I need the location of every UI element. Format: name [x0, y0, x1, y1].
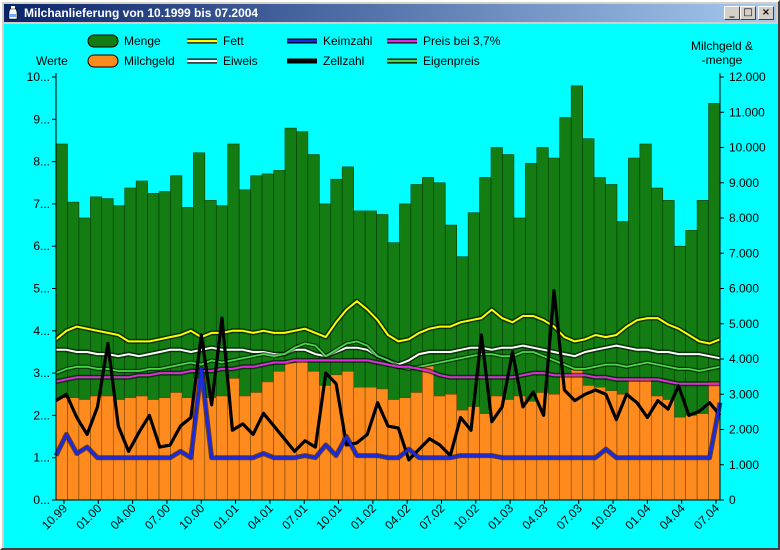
right-tick-label: 8.000: [729, 211, 759, 225]
milchgeld-bar: [639, 378, 652, 501]
right-tick-label: 11.000: [729, 105, 765, 119]
legend: Menge Fett Keimzahl Preis bei 3,7% Milchgeld…: [87, 34, 501, 68]
legend-swatch: [87, 54, 119, 68]
left-tick-label: 10...: [27, 70, 50, 84]
milchgeld-bar: [238, 395, 251, 501]
legend-label: Keimzahl: [323, 34, 372, 48]
right-axis-label: Milchgeld &: [691, 39, 753, 53]
milchgeld-bar: [570, 369, 583, 501]
right-tick-label: 10.000: [729, 141, 766, 155]
milchgeld-bar: [502, 399, 515, 501]
milchgeld-bar: [387, 399, 400, 501]
milchgeld-bar: [250, 392, 263, 501]
right-tick-label: 2.000: [729, 423, 759, 437]
x-tick-label: 04.03: [519, 501, 550, 532]
x-tick-label: 04.01: [245, 501, 276, 532]
milchgeld-bar: [651, 395, 664, 501]
milchgeld-bar: [525, 401, 538, 501]
milchgeld-bar: [513, 395, 526, 501]
left-tick-label: 3...: [33, 366, 50, 380]
x-tick-label: 10.02: [451, 501, 482, 532]
milchgeld-bar: [548, 394, 560, 501]
milchgeld-bar: [170, 392, 183, 501]
close-button[interactable]: ×: [758, 6, 774, 20]
left-tick-label: 1...: [33, 451, 50, 465]
legend-label: Menge: [124, 34, 161, 48]
right-axis-label: -menge: [702, 53, 743, 67]
left-tick-label: 0...: [33, 493, 50, 507]
x-tick-label: 07.04: [691, 501, 722, 532]
milchgeld-bar: [422, 365, 435, 501]
x-tick-label: 07.02: [416, 501, 447, 532]
series-lines: [53, 289, 723, 462]
right-tick-label: 3.000: [729, 387, 759, 401]
x-tick-label: 01.00: [73, 501, 104, 532]
right-tick-label: 4.000: [729, 352, 759, 366]
chart-area: 0... 1... 2... 3... 4... 5... 6... 7... 8... 9...…: [4, 24, 778, 548]
legend-label: Eiweis: [223, 54, 258, 68]
milk-bottle-icon: [8, 6, 18, 20]
left-axis-label: Werte: [36, 54, 68, 68]
keimzahl-line: [54, 367, 722, 460]
eigenpreis-line: [55, 340, 721, 374]
legend-swatch: [87, 34, 119, 48]
x-tick-label: 04.02: [382, 501, 413, 532]
legend-label: Zellzahl: [323, 54, 364, 68]
fett-line: [55, 300, 721, 345]
left-tick-label: 9...: [33, 112, 50, 126]
milchgeld-bar: [284, 362, 297, 501]
milchgeld-bar: [364, 386, 377, 501]
right-tick-label: 0: [729, 493, 736, 507]
milchgeld-bar: [216, 395, 228, 501]
milchgeld-bar: [296, 360, 309, 501]
x-tick-label: 10.01: [314, 501, 345, 532]
preis-line: [55, 359, 720, 385]
x-tick-label: 07.01: [279, 501, 310, 532]
milchgeld-bar: [536, 392, 549, 501]
right-tick-label: 1.000: [729, 458, 759, 472]
milchgeld-bar: [158, 397, 171, 501]
left-tick-label: 4...: [33, 324, 50, 338]
legend-label: Fett: [223, 34, 244, 48]
left-tick-label: 8...: [33, 155, 50, 169]
x-tick-label: 10.00: [176, 501, 207, 532]
milchgeld-bar: [135, 395, 148, 501]
minimize-button[interactable]: _: [724, 6, 740, 20]
zellzahl-line: [55, 289, 722, 462]
legend-label: Milchgeld: [124, 54, 175, 68]
x-tick-label: 01.02: [348, 501, 379, 532]
right-tick-label: 5.000: [729, 317, 759, 331]
title-bar[interactable]: Milchanlieferung von 10.1999 bis 07.2004…: [4, 4, 776, 22]
legend-label: Eigenpreis: [423, 54, 480, 68]
right-tick-label: 6.000: [729, 282, 759, 296]
x-tick-label: 07.00: [142, 501, 173, 532]
left-tick-label: 6...: [33, 239, 50, 253]
milchgeld-bar: [662, 399, 675, 501]
milchgeld-bar: [582, 385, 595, 501]
legend-label: Preis bei 3,7%: [423, 34, 501, 48]
milchgeld-bar: [593, 386, 606, 501]
milchgeld-bar: [101, 395, 114, 501]
left-tick-label: 7...: [33, 197, 50, 211]
x-tick-label: 04.04: [657, 501, 688, 532]
right-tick-label: 9.000: [729, 176, 759, 190]
right-tick-label: 7.000: [729, 246, 759, 260]
x-tick-label: 07.03: [554, 501, 585, 532]
right-tick-label: 12.000: [729, 70, 766, 84]
milk-chart: 0... 1... 2... 3... 4... 5... 6... 7... 8... 9...…: [27, 34, 766, 532]
x-tick-label: 01.03: [485, 501, 516, 532]
milchgeld-bar: [261, 381, 274, 501]
left-tick-label: 2...: [33, 408, 50, 422]
milchgeld-bar: [112, 399, 125, 501]
x-tick-label: 01.01: [211, 501, 242, 532]
x-tick-label: 01.04: [622, 501, 653, 532]
x-tick-label: 10.03: [588, 501, 619, 532]
window-title: Milchanlieferung von 10.1999 bis 07.2004: [24, 6, 259, 20]
x-tick-label: 04.00: [108, 501, 139, 532]
maximize-button[interactable]: □: [740, 6, 756, 20]
left-tick-label: 5...: [33, 282, 50, 296]
